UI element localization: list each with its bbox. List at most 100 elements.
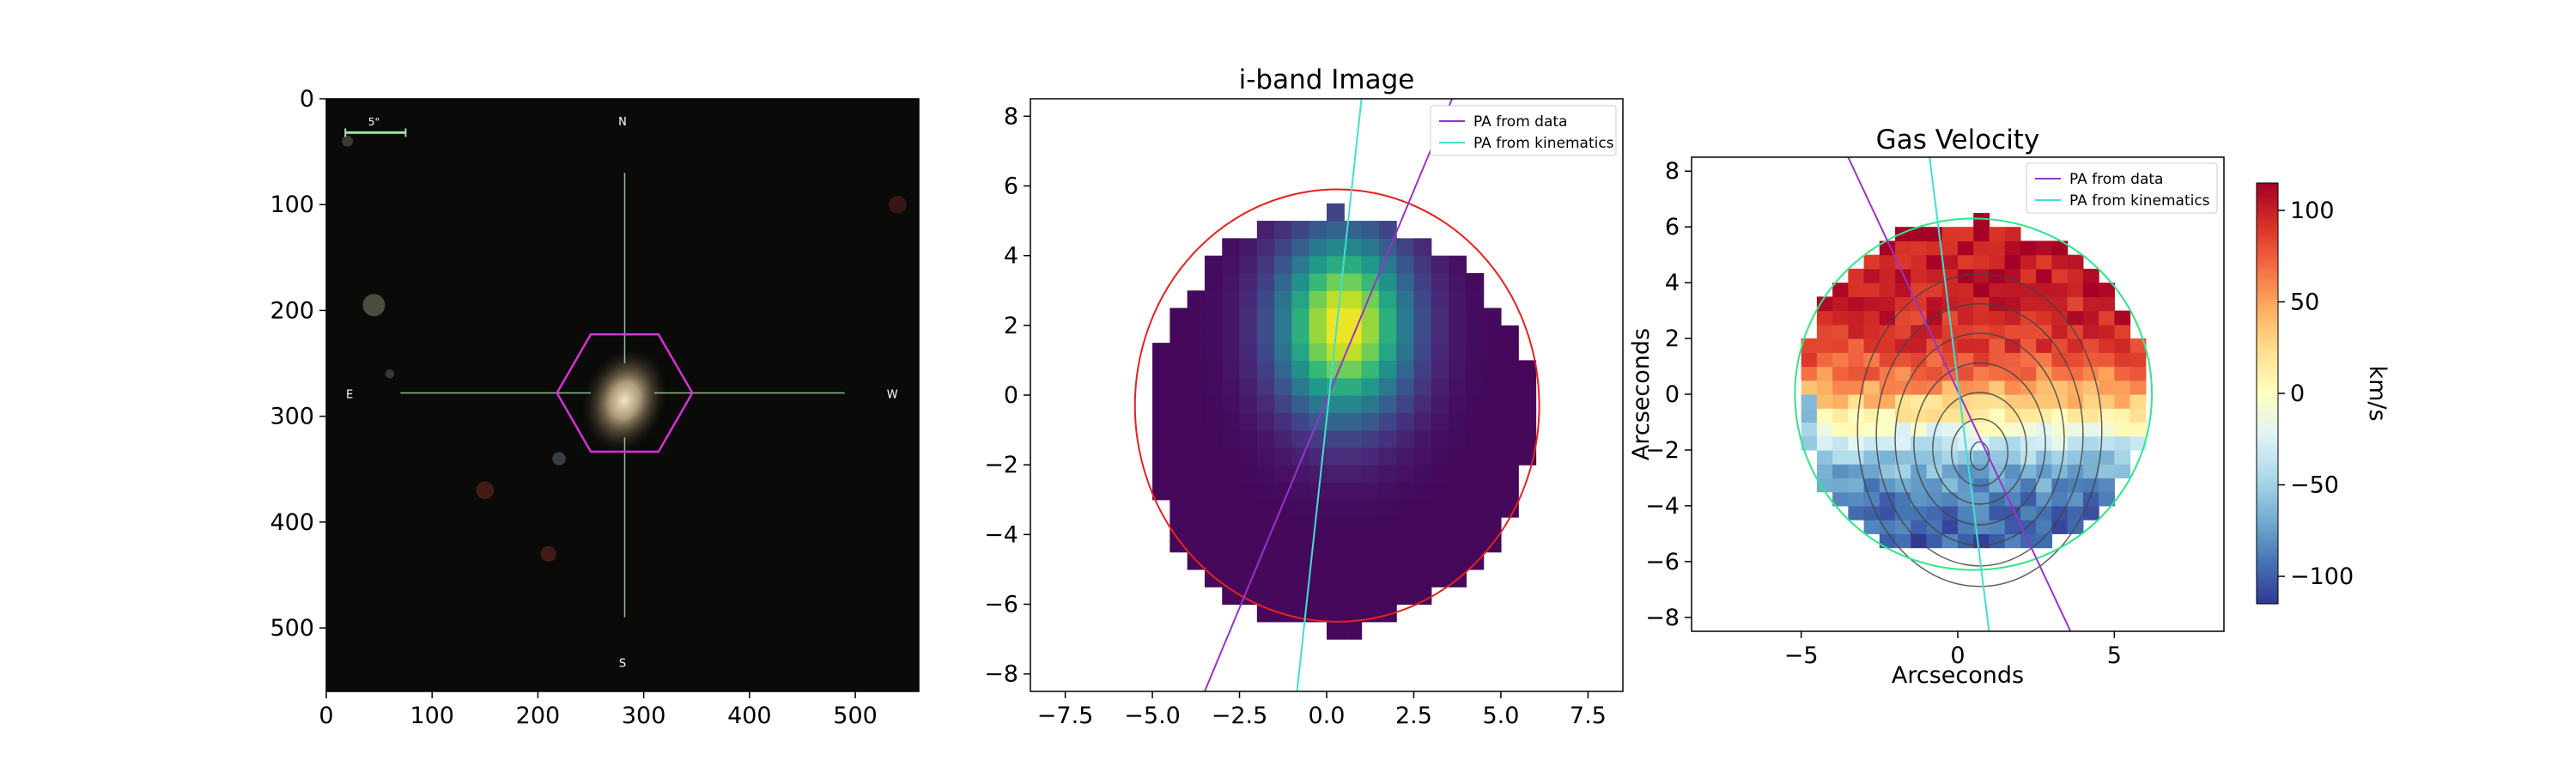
compass-east: E — [346, 389, 353, 402]
velocity-pixel — [1973, 212, 1990, 228]
flux-pixel — [1222, 569, 1241, 587]
velocity-pixel — [2114, 380, 2131, 395]
velocity-pixel — [1895, 324, 1911, 339]
flux-pixel — [1291, 360, 1310, 379]
flux-pixel — [1466, 395, 1485, 413]
velocity-pixel — [2004, 324, 2021, 339]
flux-pixel — [1152, 465, 1170, 484]
velocity-pixel — [2067, 338, 2084, 353]
flux-pixel — [1378, 412, 1397, 431]
velocity-pixel — [2036, 505, 2053, 520]
x-tick-label: −5.0 — [1124, 703, 1181, 729]
flux-pixel — [1170, 447, 1188, 466]
velocity-pixel — [2004, 533, 2021, 549]
velocity-pixel — [1848, 408, 1865, 423]
velocity-pixel — [2082, 449, 2099, 465]
flux-pixel — [1187, 325, 1206, 344]
flux-pixel — [1187, 482, 1206, 501]
velocity-pixel — [1958, 254, 1974, 270]
velocity-pixel — [2129, 380, 2147, 395]
flux-pixel — [1361, 517, 1380, 535]
flux-pixel — [1361, 482, 1380, 501]
velocity-pixel — [1863, 505, 1880, 520]
flux-pixel — [1274, 255, 1293, 274]
velocity-pixel — [2099, 464, 2115, 479]
velocity-pixel — [2051, 283, 2069, 297]
flux-pixel — [1291, 343, 1310, 362]
colorbar-tick-label: 100 — [2290, 198, 2335, 224]
velocity-pixel — [1879, 324, 1896, 339]
flux-pixel — [1309, 569, 1327, 587]
flux-pixel — [1466, 482, 1485, 501]
flux-pixel — [1344, 272, 1363, 291]
velocity-pixel — [2036, 464, 2053, 479]
flux-pixel — [1274, 447, 1293, 466]
flux-pixel — [1222, 325, 1241, 344]
velocity-pixel — [1801, 338, 1818, 353]
velocity-pixel — [1848, 422, 1865, 437]
flux-pixel — [1449, 360, 1467, 379]
velocity-pixel — [1926, 408, 1943, 423]
flux-pixel — [1431, 272, 1449, 291]
flux-pixel — [1361, 395, 1380, 413]
velocity-pixel — [1816, 296, 1833, 312]
flux-pixel — [1413, 238, 1432, 257]
velocity-pixel — [2051, 491, 2069, 507]
flux-pixel — [1239, 534, 1258, 553]
flux-pixel — [1187, 499, 1206, 518]
velocity-pixel — [2036, 366, 2053, 381]
flux-pixel — [1413, 517, 1432, 535]
flux-pixel — [1344, 447, 1363, 466]
velocity-pixel — [1816, 366, 1833, 381]
scale-bar-label: 5" — [368, 116, 380, 128]
velocity-pixel — [1863, 394, 1880, 409]
velocity-pixel — [2129, 338, 2147, 353]
flux-pixel — [1170, 534, 1188, 553]
velocity-pixel — [2067, 283, 2084, 297]
x-tick-label: 0.0 — [1309, 703, 1346, 729]
velocity-pixel — [1958, 338, 1974, 353]
flux-pixel — [1378, 551, 1397, 570]
fit-ellipse — [1133, 188, 1540, 623]
colorbar-tick-label: −50 — [2290, 472, 2339, 499]
velocity-pixel — [2051, 366, 2069, 381]
flux-pixel — [1170, 325, 1188, 344]
iband-panel: i-band Image −7.5 −5.0 −2.5 0.0 2.5 5.0 7.5 −8 −… — [984, 64, 1624, 729]
velocity-pixel — [1911, 324, 1928, 339]
flux-pixel — [1170, 517, 1188, 535]
flux-pixel — [1327, 238, 1345, 257]
velocity-pixel — [2067, 408, 2084, 423]
flux-pixel — [1483, 429, 1502, 448]
flux-pixel — [1413, 395, 1432, 413]
flux-contour — [1932, 392, 2027, 505]
flux-pixel — [1170, 307, 1188, 326]
velocity-pixel — [1863, 435, 1880, 451]
velocity-pixel — [1926, 310, 1943, 326]
flux-pixel — [1327, 604, 1345, 623]
flux-pixel — [1256, 290, 1275, 309]
velocity-pixel — [2036, 520, 2053, 534]
velocity-pixel — [1941, 227, 1959, 242]
velocity-pixel — [1911, 366, 1928, 381]
flux-pixel — [1170, 343, 1188, 362]
flux-pixel — [1239, 307, 1258, 326]
flux-pixel — [1449, 465, 1467, 484]
flux-pixel — [1187, 343, 1206, 362]
velocity-pixel — [2114, 324, 2131, 339]
velocity-pixel — [1879, 449, 1896, 465]
velocity-pixel — [2129, 352, 2147, 368]
flux-pixel — [1152, 429, 1170, 448]
velocity-pixel — [1848, 491, 1865, 507]
flux-pixel — [1327, 203, 1345, 222]
flux-pixel — [1378, 377, 1397, 396]
velocity-pixel — [1863, 296, 1880, 312]
velocity-pixel — [1848, 478, 1865, 493]
velocity-pixel — [1848, 283, 1865, 297]
velocity-pixel — [1958, 422, 1974, 437]
flux-pixel — [1291, 534, 1310, 553]
velocity-pixel — [2004, 296, 2021, 312]
flux-pixel — [1239, 447, 1258, 466]
flux-pixel — [1449, 412, 1467, 431]
flux-pixel — [1431, 343, 1449, 362]
velocity-pixel — [2051, 435, 2069, 451]
